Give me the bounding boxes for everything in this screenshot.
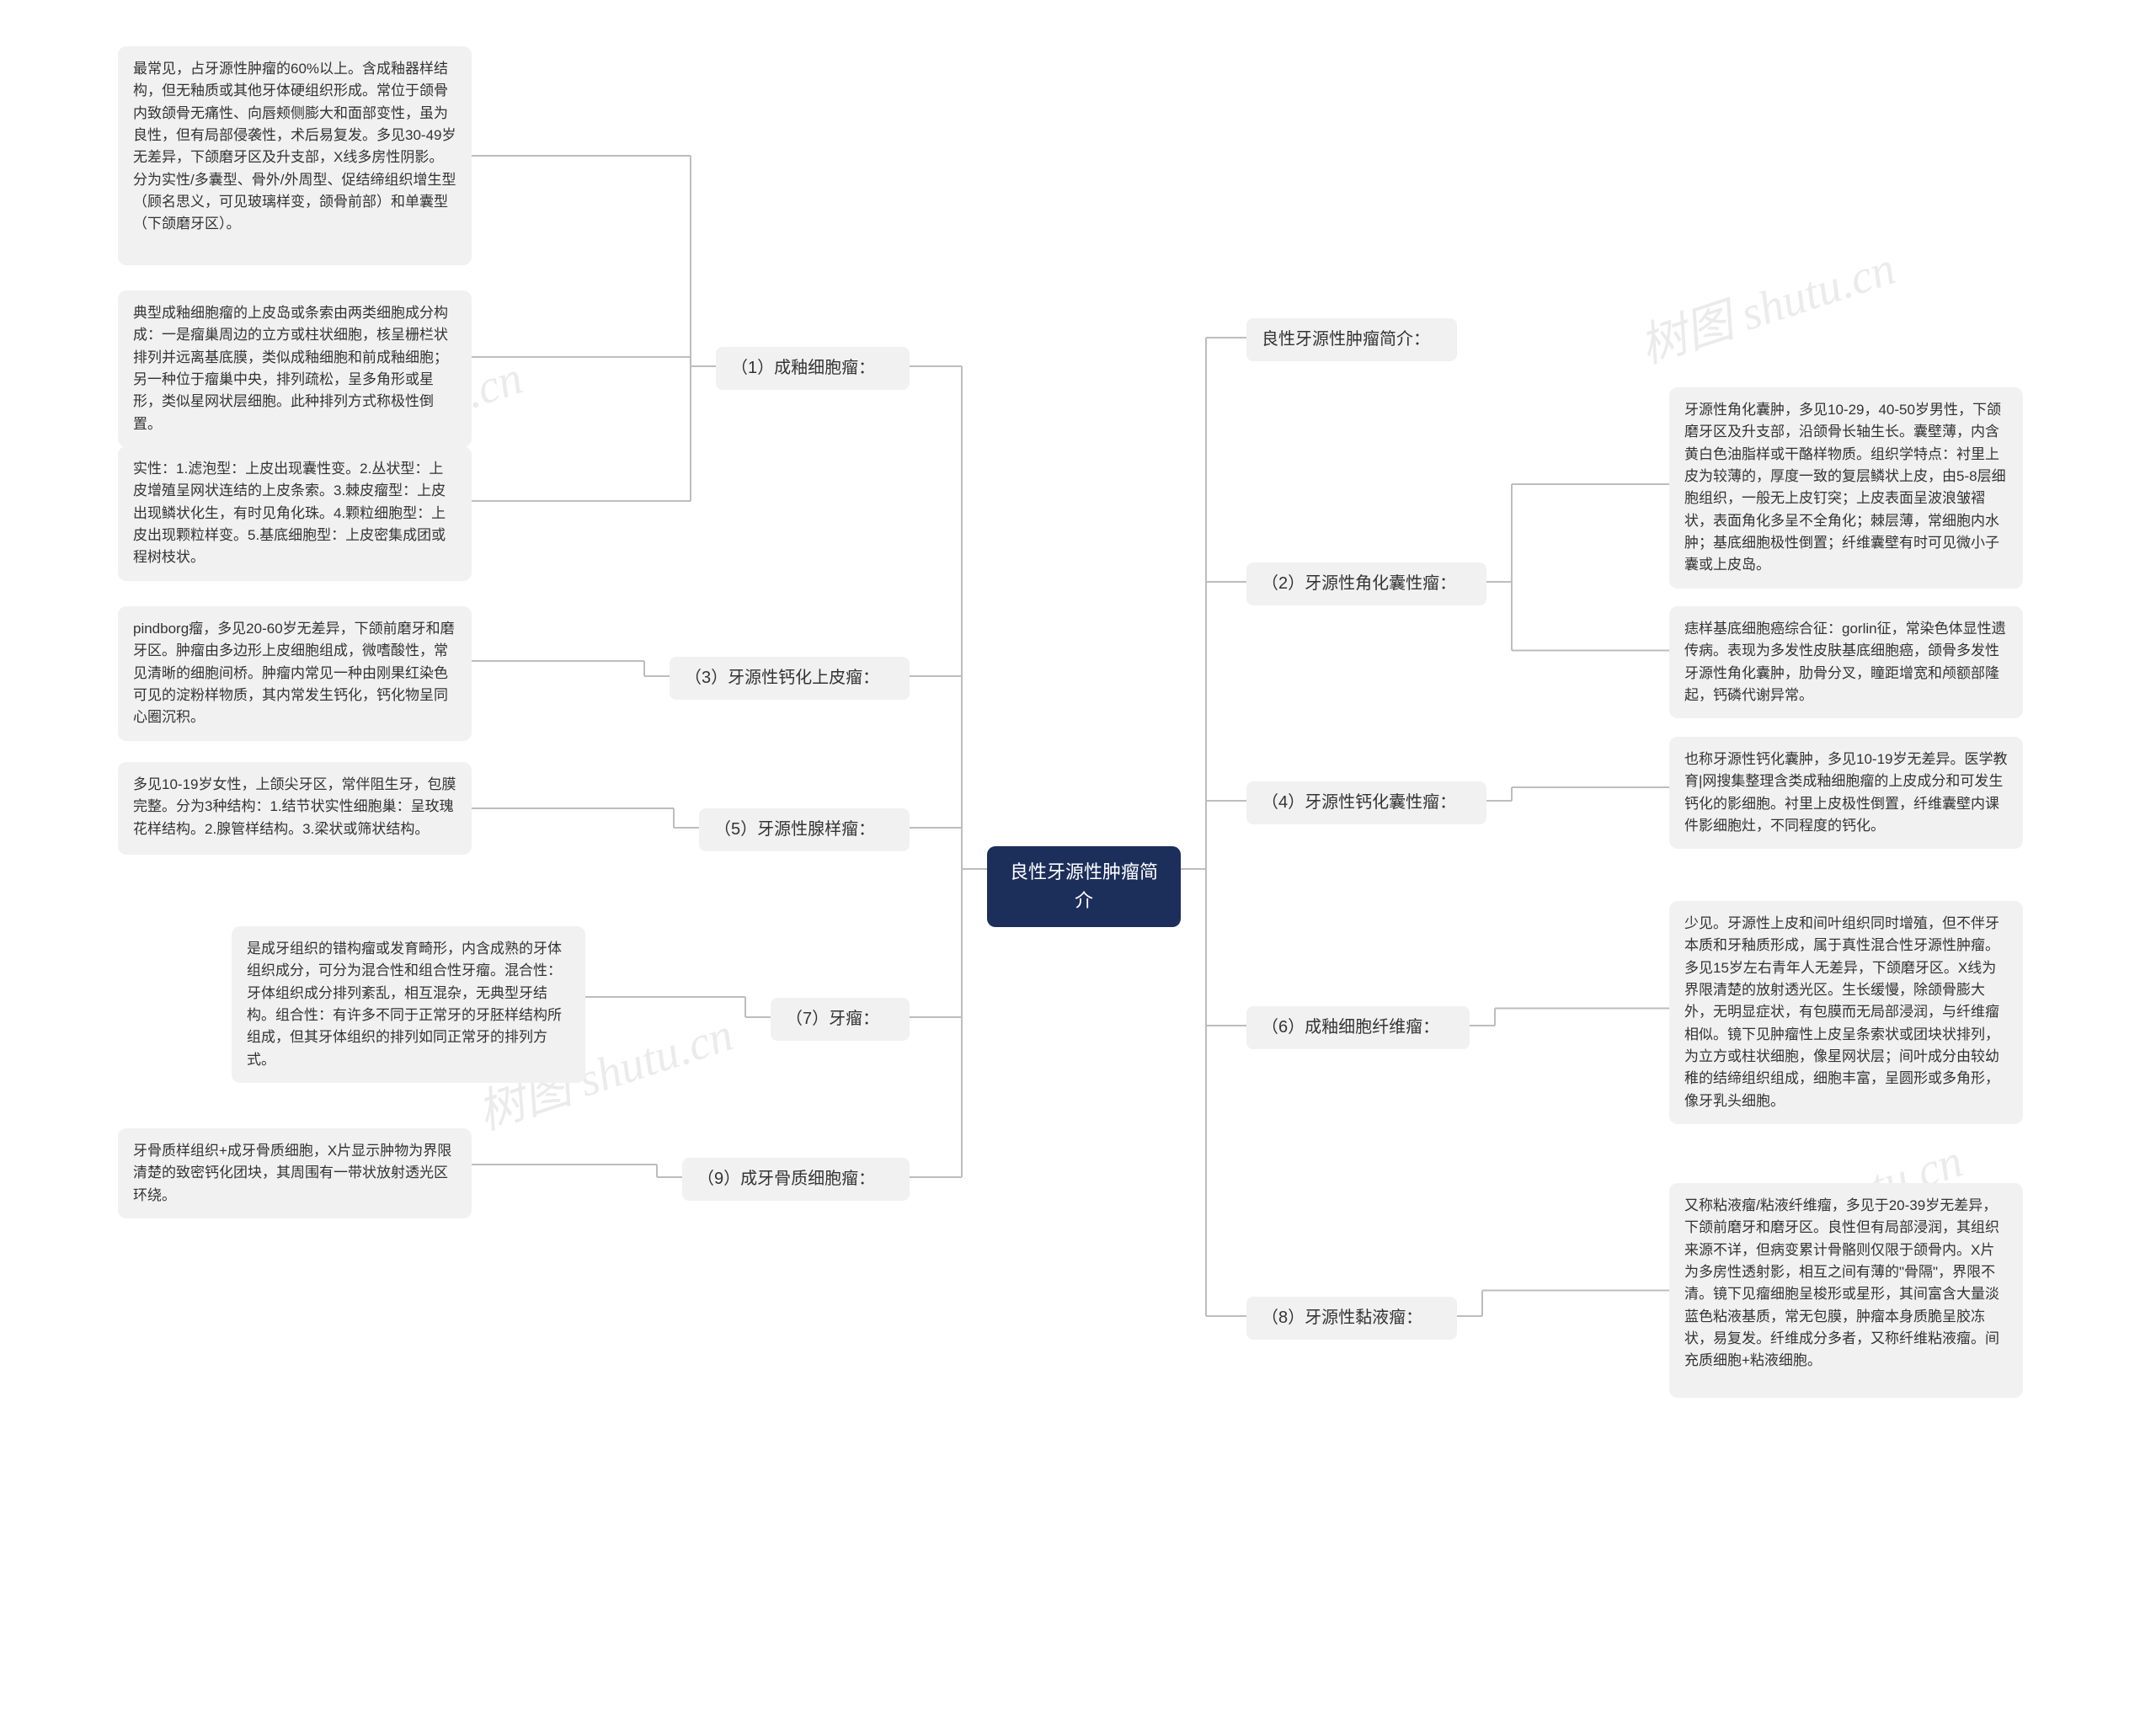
- b7: （7）牙瘤：: [771, 998, 910, 1041]
- b3: （3）牙源性钙化上皮瘤：: [670, 657, 910, 700]
- b0: 良性牙源性肿瘤简介：: [1246, 318, 1457, 361]
- mindmap-canvas: 树图 shutu.cn树图 shutu.cn树图 shutu.cn树图 shut…: [0, 0, 2156, 1727]
- root-node: 良性牙源性肿瘤简介: [987, 846, 1181, 927]
- b1: （1）成釉细胞瘤：: [716, 347, 910, 390]
- b4: （4）牙源性钙化囊性瘤：: [1246, 781, 1486, 824]
- b5l1: 多见10-19岁女性，上颌尖牙区，常伴阻生牙，包膜完整。分为3种结构：1.结节状…: [118, 762, 472, 855]
- watermark: 树图 shutu.cn: [1630, 230, 1903, 376]
- b6l1: 少见。牙源性上皮和间叶组织同时增殖，但不伴牙本质和牙釉质形成，属于真性混合性牙源…: [1669, 901, 2023, 1124]
- b8l1: 又称粘液瘤/粘液纤维瘤，多见于20-39岁无差异，下颌前磨牙和磨牙区。良性但有局…: [1669, 1183, 2023, 1398]
- b9: （9）成牙骨质细胞瘤：: [682, 1158, 910, 1201]
- b2l1: 牙源性角化囊肿，多见10-29，40-50岁男性，下颌磨牙区及升支部，沿颌骨长轴…: [1669, 387, 2023, 589]
- b1l2: 典型成釉细胞瘤的上皮岛或条索由两类细胞成分构成：一是瘤巢周边的立方或柱状细胞，核…: [118, 290, 472, 447]
- b1l3: 实性：1.滤泡型：上皮出现囊性变。2.丛状型：上皮增殖呈网状连结的上皮条索。3.…: [118, 446, 472, 581]
- b2: （2）牙源性角化囊性瘤：: [1246, 562, 1486, 605]
- b3l1: pindborg瘤，多见20-60岁无差异，下颌前磨牙和磨牙区。肿瘤由多边形上皮…: [118, 606, 472, 741]
- b6: （6）成釉细胞纤维瘤：: [1246, 1006, 1470, 1049]
- b5: （5）牙源性腺样瘤：: [699, 808, 910, 851]
- b4l1: 也称牙源性钙化囊肿，多见10-19岁无差异。医学教育|网搜集整理含类成釉细胞瘤的…: [1669, 737, 2023, 849]
- b2l2: 痣样基底细胞癌综合征：gorlin征，常染色体显性遗传病。表现为多发性皮肤基底细…: [1669, 606, 2023, 718]
- b1l1: 最常见，占牙源性肿瘤的60%以上。含成釉器样结构，但无釉质或其他牙体硬组织形成。…: [118, 46, 472, 265]
- b9l1: 牙骨质样组织+成牙骨质细胞，X片显示肿物为界限清楚的致密钙化团块，其周围有一带状…: [118, 1128, 472, 1218]
- b7l1: 是成牙组织的错构瘤或发育畸形，内含成熟的牙体组织成分，可分为混合性和组合性牙瘤。…: [232, 926, 585, 1083]
- b8: （8）牙源性黏液瘤：: [1246, 1297, 1457, 1340]
